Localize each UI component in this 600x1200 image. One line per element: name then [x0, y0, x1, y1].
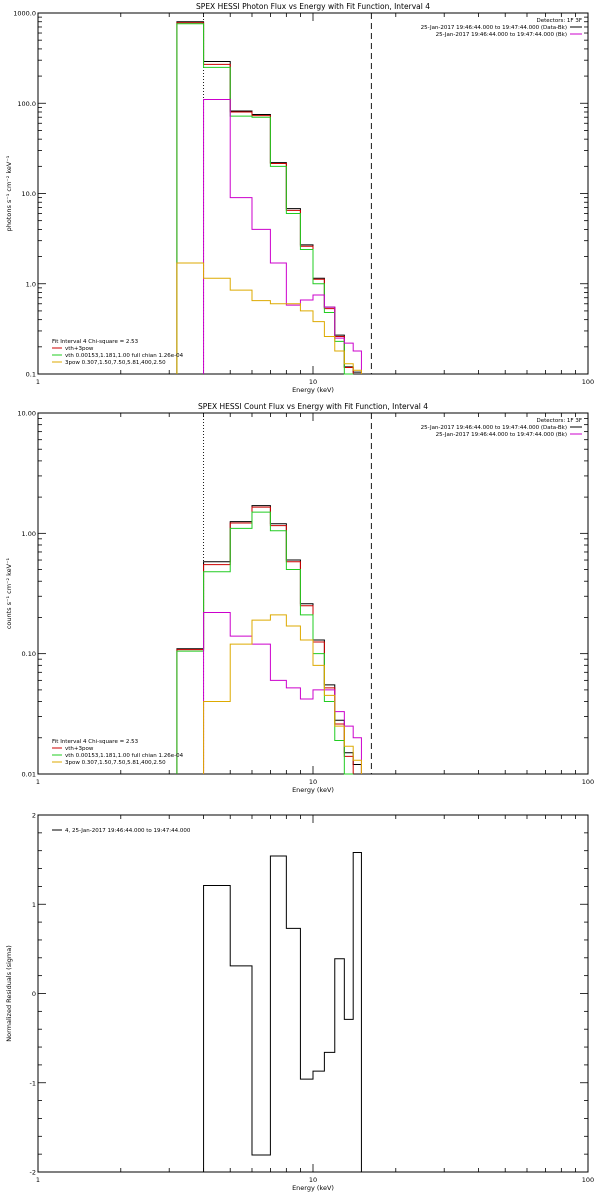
x-tick-label: 1 [36, 378, 40, 386]
y-tick-label: 0.1 [26, 371, 36, 379]
series-group [176, 21, 362, 375]
x-axis-label: Energy (keV) [292, 786, 334, 794]
count-flux-panel: SPEX HESSI Count Flux vs Energy with Fit… [5, 402, 594, 794]
legend-entry: vth 0.00153,1.181,1.00 full chian 1.26e-… [65, 353, 184, 359]
legend-entry: 25-Jan-2017 19:46:44.000 to 19:47:44.000… [436, 32, 567, 38]
chart-title: SPEX HESSI Count Flux vs Energy with Fit… [198, 402, 428, 411]
y-tick-label: 1.0 [26, 280, 36, 288]
residuals-panel: 1 10 100 -2 -1 0 1 2 Energy (keV) Normalized R… [5, 812, 594, 1193]
residual-legend: 4, 25-Jan-2017 19:46:44.000 to 19:47:44.… [52, 828, 191, 834]
legend-entry: vth+3pow [65, 746, 94, 752]
y-tick-label: -2 [30, 1169, 36, 1177]
y-tick-label: 0.01 [22, 771, 36, 779]
x-axis-label: Energy (keV) [292, 386, 334, 394]
legend-entry: vth+3pow [65, 346, 94, 352]
plot-frame [37, 814, 589, 1173]
x-tick-label: 1 [36, 778, 40, 786]
axis-ticks [37, 413, 588, 775]
series-4-step-line [203, 614, 362, 774]
legend-header: Detectors: 1F 3F [536, 18, 582, 24]
axis-ticks [37, 13, 588, 375]
legend-entry: vth 0.00153,1.181,1.00 full chian 1.26e-… [65, 753, 184, 759]
series-0-step-line [203, 851, 362, 1172]
y-axis-label: Normalized Residuals (sigma) [5, 945, 13, 1042]
legend-header: Fit Interval 4 Chi-square = 2.53 [52, 339, 139, 345]
legend-entry: 3pow 0.307,1.50,7.50,5.81,400,2.50 [65, 760, 166, 766]
x-tick-label: 100 [582, 378, 594, 386]
axis-ticks [37, 814, 588, 1173]
y-axis-label: photons s⁻¹ cm⁻² keV⁻¹ [5, 155, 13, 231]
y-tick-labels: 0.01 0.10 1.00 10.00 [17, 410, 36, 779]
legend-header: Fit Interval 4 Chi-square = 2.53 [52, 739, 139, 745]
series-0-step-line [176, 21, 362, 374]
x-tick-labels: 1 10 100 [36, 378, 594, 386]
series-4-step-line [176, 262, 362, 374]
y-tick-label: 1000.0 [13, 10, 36, 18]
y-tick-label: 100.0 [17, 100, 36, 108]
x-tick-label: 1 [36, 1176, 40, 1184]
series-1-step-line [176, 506, 354, 774]
legend-entry: 25-Jan-2017 19:46:44.000 to 19:47:44.000… [436, 432, 567, 438]
series-0-step-line [176, 505, 362, 774]
series-1-step-line [176, 22, 354, 374]
legend-entry: 25-Jan-2017 19:46:44.000 to 19:47:44.000… [421, 425, 567, 431]
y-tick-label: 0.10 [22, 650, 36, 658]
y-tick-label: 0 [32, 990, 36, 998]
reference-lines [203, 413, 372, 774]
x-tick-label: 10 [309, 1176, 317, 1184]
fit-legend: Fit Interval 4 Chi-square = 2.53vth+3pow… [52, 339, 184, 366]
y-tick-labels: -2 -1 0 1 2 [30, 812, 36, 1177]
legend-entry: 4, 25-Jan-2017 19:46:44.000 to 19:47:44.… [65, 828, 191, 834]
x-tick-label: 10 [309, 778, 317, 786]
legend-entry: 3pow 0.307,1.50,7.50,5.81,400,2.50 [65, 360, 166, 366]
y-tick-label: 1.00 [22, 530, 36, 538]
y-tick-labels: 0.1 1.0 10.0 100.0 1000.0 [13, 10, 36, 379]
chart-title: SPEX HESSI Photon Flux vs Energy with Fi… [196, 2, 430, 11]
y-tick-label: -1 [30, 1079, 36, 1087]
series-3-step-line [203, 611, 362, 774]
x-tick-label: 10 [309, 378, 317, 386]
series-group [176, 505, 362, 775]
x-axis-label: Energy (keV) [292, 1184, 334, 1192]
y-tick-label: 2 [32, 812, 36, 820]
y-tick-label: 1 [32, 901, 36, 909]
x-tick-labels: 1 10 100 [36, 1176, 594, 1184]
x-tick-labels: 1 10 100 [36, 778, 594, 786]
x-tick-label: 100 [582, 778, 594, 786]
photon-flux-panel: SPEX HESSI Photon Flux vs Energy with Fi… [5, 2, 594, 394]
legend-header: Detectors: 1F 3F [536, 418, 582, 424]
y-tick-label: 10.00 [17, 410, 36, 418]
y-tick-label: 10.0 [22, 190, 36, 198]
y-axis-label: counts s⁻¹ cm⁻² keV⁻¹ [5, 557, 13, 629]
plot-frame [37, 412, 589, 775]
legend-entry: 25-Jan-2017 19:46:44.000 to 19:47:44.000… [421, 25, 567, 31]
x-tick-label: 100 [582, 1176, 594, 1184]
fit-legend: Fit Interval 4 Chi-square = 2.53vth+3pow… [52, 739, 184, 766]
series-3-step-line [203, 99, 362, 374]
series-group [203, 851, 362, 1172]
